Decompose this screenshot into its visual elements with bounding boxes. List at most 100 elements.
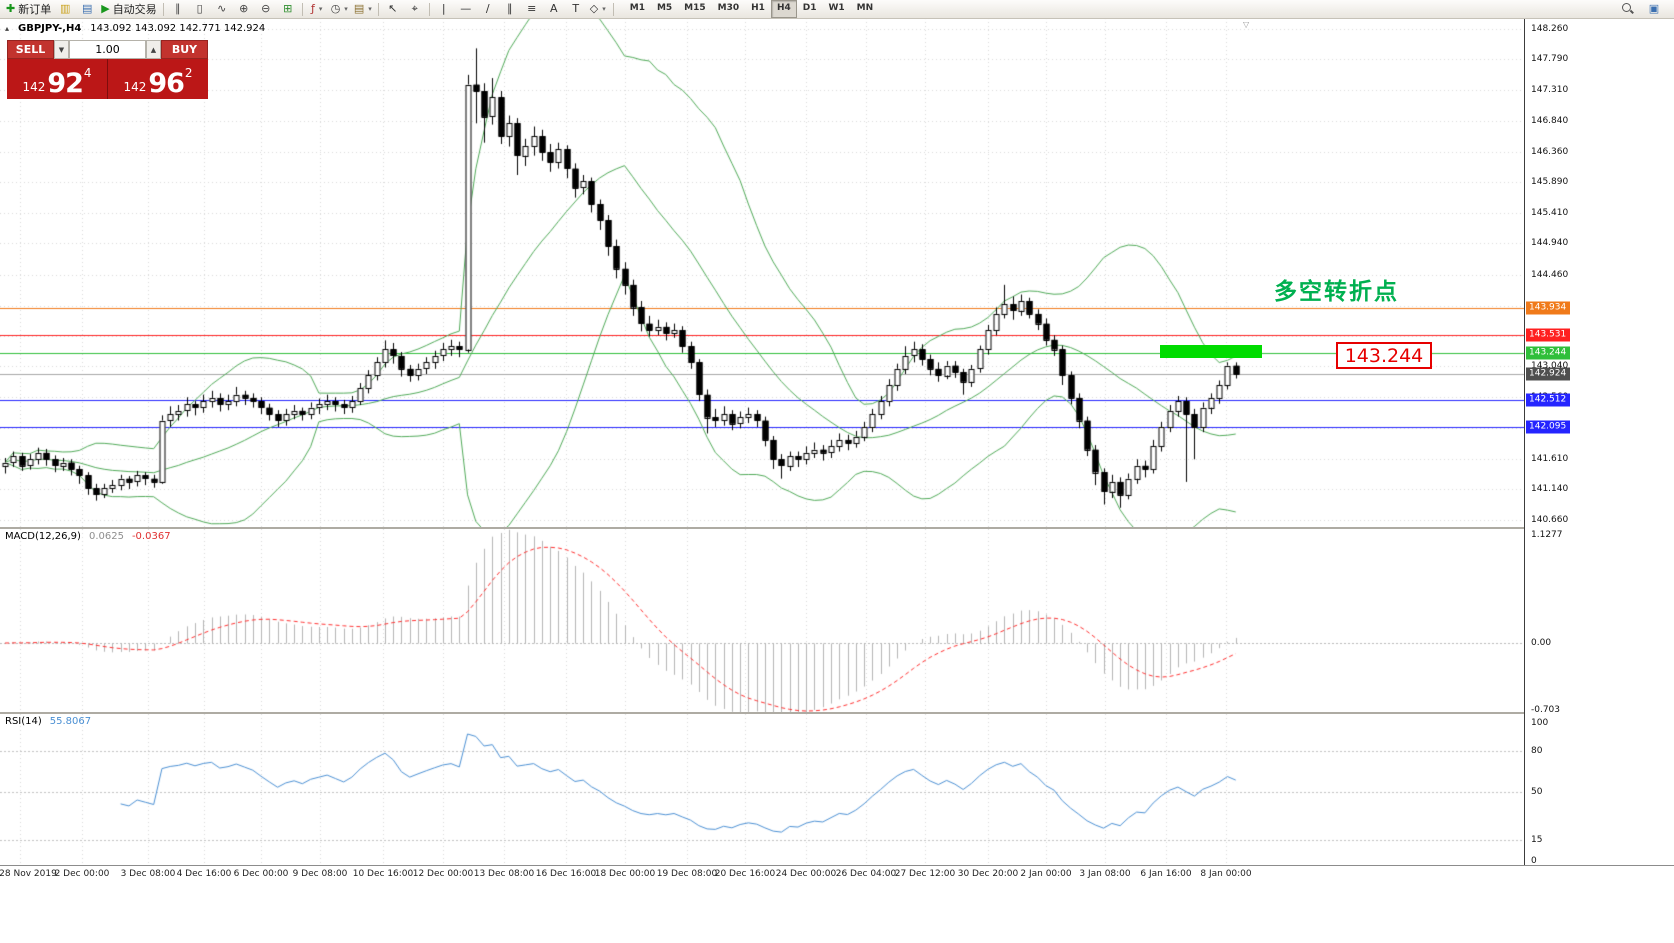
time-label: 13 Dec 08:00: [473, 869, 535, 879]
text-button[interactable]: A: [543, 0, 565, 18]
zoom-in-button[interactable]: ⊕: [233, 0, 255, 18]
price-tick-label: 144.460: [1531, 269, 1569, 280]
volume-up-button[interactable]: ▲: [146, 40, 161, 59]
charts-icon: ▥: [60, 2, 71, 15]
panel-divider[interactable]: [0, 527, 1674, 529]
timeframe-button-d1[interactable]: D1: [802, 3, 817, 13]
one-click-toggle-icon[interactable]: ▴: [5, 24, 10, 33]
toolbar-items: ✚ 新订单 ▥ ▤ ▶ 自动交易 ∥ ▯ ∿ ⊕ ⊖ ⊞ ƒ ▾ ◷ ▾ ▤ ▾ ↖ ⌖ | — ∕ ∥ ≡ A T ◇ ▾: [3, 0, 609, 18]
buy-price-prefix: 142: [123, 80, 147, 94]
crosshair-button[interactable]: ⌖: [404, 0, 426, 18]
line-chart-button[interactable]: ∿: [211, 0, 233, 18]
price-tick-label: 143.040: [1531, 361, 1569, 372]
new-order-button[interactable]: ✚ 新订单: [3, 0, 54, 18]
rsi-canvas[interactable]: [0, 714, 1524, 865]
toolbar: ✚ 新订单 ▥ ▤ ▶ 自动交易 ∥ ▯ ∿ ⊕ ⊖ ⊞ ƒ ▾ ◷ ▾ ▤ ▾ ↖ ⌖ | — ∕ ∥ ≡ A T ◇ ▾ M1 M5 M…: [0, 0, 1674, 19]
vertical-line-button[interactable]: |: [433, 0, 455, 18]
channel-icon: ∥: [506, 2, 513, 15]
timeframe-button-m15[interactable]: M15: [684, 3, 706, 13]
sell-price-big: 92: [47, 68, 84, 99]
charts-button[interactable]: ▥: [54, 0, 76, 18]
profiles-icon: ▤: [82, 2, 93, 15]
rsi-name: RSI(14): [5, 716, 42, 727]
timeframe-button-h1[interactable]: H1: [751, 3, 765, 13]
crosshair-icon: ⌖: [411, 2, 418, 15]
buy-button[interactable]: BUY: [161, 40, 208, 59]
sell-price-panel[interactable]: 142 92 4: [7, 59, 108, 99]
windows-icon: ▣: [1648, 2, 1660, 15]
current-price-tag: 142.924: [1526, 367, 1570, 381]
timeframe-bar: M1 M5 M15 M30 H1 H4 D1 W1 MN: [624, 0, 879, 18]
line-chart-icon: ∿: [217, 2, 227, 15]
time-label: 28 Nov 2019: [0, 869, 57, 879]
price-tick-label: 145.410: [1531, 208, 1569, 219]
price-tick-label: 141.140: [1531, 484, 1569, 494]
channel-button[interactable]: ∥: [499, 0, 521, 18]
highlight-rectangle[interactable]: [1160, 345, 1262, 358]
time-label: 8 Jan 00:00: [1200, 869, 1252, 879]
tile-windows-button[interactable]: ⊞: [277, 0, 299, 18]
macd-tick-label: -0.703: [1531, 705, 1561, 716]
timeframe-button-h4[interactable]: H4: [770, 0, 797, 18]
hline-tag: 143.934: [1526, 301, 1570, 315]
trendline-button[interactable]: ∕: [477, 0, 499, 18]
buy-price-panel[interactable]: 142 96 2: [108, 59, 208, 99]
macd-tick-label: 0.00: [1531, 638, 1552, 649]
rsi-tick-label: 0: [1531, 855, 1537, 866]
zoom-out-button[interactable]: ⊖: [255, 0, 277, 18]
time-label: 9 Dec 08:00: [292, 869, 348, 879]
buy-price-big: 96: [148, 68, 185, 99]
horizontal-line-icon: —: [460, 2, 472, 15]
time-label: 6 Jan 16:00: [1140, 869, 1192, 879]
macd-label: MACD(12,26,9) 0.0625 -0.0367: [5, 531, 171, 542]
indicators-button-dropdown-icon: ▾: [318, 5, 323, 13]
time-label: 30 Dec 20:00: [957, 869, 1019, 879]
rsi-tick-label: 80: [1531, 745, 1543, 756]
chart-window: 148.260 147.790 147.310 146.840 146.360 145.8…: [0, 18, 1674, 943]
buy-price-sup: 2: [184, 66, 193, 80]
rsi-tick-label: 50: [1531, 786, 1543, 797]
autotrading-button-label: 自动交易: [112, 3, 157, 16]
timeframe-button-m30[interactable]: M30: [717, 3, 740, 13]
symbol-period-label: GBPJPY-,H4: [18, 23, 82, 34]
time-label: 24 Dec 00:00: [775, 869, 837, 879]
volume-down-button[interactable]: ▼: [54, 40, 69, 59]
macd-canvas[interactable]: [0, 529, 1524, 712]
bar-chart-button[interactable]: ∥: [167, 0, 189, 18]
cursor-button[interactable]: ↖: [382, 0, 404, 18]
search-button[interactable]: [1617, 0, 1639, 18]
time-label: 16 Dec 16:00: [535, 869, 597, 879]
one-click-trading-panel: SELL ▼ ▲ BUY 142 92 4 142 96 2: [7, 40, 208, 99]
timeframe-button-m5[interactable]: M5: [656, 3, 673, 13]
panel-divider[interactable]: [0, 712, 1674, 714]
sell-button[interactable]: SELL: [7, 40, 54, 59]
shapes-button[interactable]: ◇ ▾: [587, 0, 609, 18]
windows-button[interactable]: ▣: [1643, 0, 1665, 18]
hline-tag: 143.244: [1526, 346, 1570, 360]
volume-input[interactable]: [69, 40, 146, 59]
timeframe-button-m1[interactable]: M1: [629, 3, 645, 13]
fibonacci-button[interactable]: ≡: [521, 0, 543, 18]
timeframe-button-w1[interactable]: W1: [828, 3, 845, 13]
time-label: 2 Jan 00:00: [1020, 869, 1072, 879]
rsi-tick-label: 100: [1531, 717, 1549, 728]
time-label: 3 Jan 08:00: [1079, 869, 1131, 879]
price-tick-label: 147.790: [1531, 54, 1569, 65]
templates-icon: ▤: [353, 2, 365, 15]
macd-name: MACD(12,26,9): [5, 531, 81, 542]
indicators-button[interactable]: ƒ ▾: [306, 0, 328, 18]
horizontal-line-button[interactable]: —: [455, 0, 477, 18]
chart-header: ▴ GBPJPY-,H4 143.092 143.092 142.771 142…: [5, 23, 265, 34]
time-label: 6 Dec 00:00: [233, 869, 289, 879]
chart-shift-marker[interactable]: ▽: [1243, 20, 1250, 29]
profiles-button[interactable]: ▤: [76, 0, 98, 18]
candlestick-chart-button[interactable]: ▯: [189, 0, 211, 18]
autotrading-button[interactable]: ▶ 自动交易: [98, 0, 159, 18]
templates-button[interactable]: ▤ ▾: [351, 0, 375, 18]
shapes-icon: ◇: [589, 2, 599, 15]
main-chart-canvas[interactable]: [0, 18, 1524, 527]
time-label: 19 Dec 08:00: [656, 869, 718, 879]
label-button[interactable]: T: [565, 0, 587, 18]
periods-button[interactable]: ◷ ▾: [328, 0, 351, 18]
timeframe-button-mn[interactable]: MN: [856, 3, 874, 13]
